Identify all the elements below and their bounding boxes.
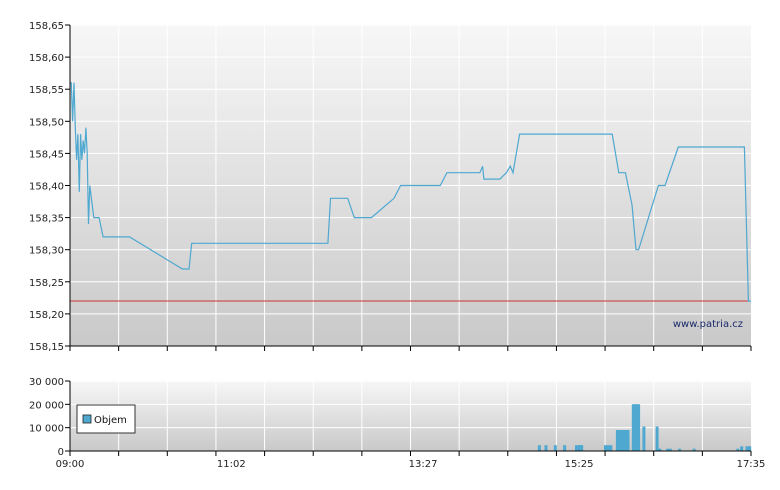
volume-bar — [666, 448, 670, 451]
x-tick-label: 09:00 — [56, 459, 85, 470]
price-y-tick-label: 158,25 — [29, 278, 64, 289]
price-y-tick-label: 158,30 — [29, 246, 64, 257]
volume-bar — [621, 430, 625, 451]
volume-bar — [575, 445, 578, 451]
volume-y-tick-label: 20 000 — [29, 400, 64, 411]
volume-bar — [563, 445, 567, 451]
volume-bar — [553, 445, 557, 451]
price-x-ticks — [69, 346, 752, 351]
volume-bar — [736, 448, 740, 451]
price-y-tick-label: 158,55 — [29, 85, 64, 96]
x-tick-label: 17:35 — [737, 459, 766, 470]
volume-y-tick-label: 30 000 — [29, 377, 64, 388]
volume-bar — [637, 404, 641, 451]
credit-text: www.patria.cz — [673, 319, 743, 330]
volume-bar — [615, 430, 619, 451]
volume-bar — [604, 445, 607, 451]
price-y-tick-label: 158,40 — [29, 182, 64, 193]
volume-bar — [642, 426, 646, 451]
volume-bar — [678, 448, 682, 451]
volume-bar — [626, 430, 630, 451]
price-y-tick-label: 158,50 — [29, 117, 64, 128]
volume-bar — [609, 445, 613, 451]
volume-y-tick-label: 10 000 — [29, 424, 64, 435]
volume-legend: Objem — [76, 404, 136, 434]
x-tick-label: 15:25 — [565, 459, 594, 470]
price-y-tick-label: 158,65 — [29, 21, 64, 32]
volume-y-ticks: 0 10 000 20 000 30 000 — [29, 377, 70, 458]
x-tick-label: 13:27 — [409, 459, 438, 470]
price-y-tick-label: 158,35 — [29, 214, 64, 225]
volume-bar — [537, 445, 541, 451]
volume-x-ticks: 09:00 11:02 13:27 15:25 17:35 — [56, 451, 766, 470]
price-grid — [70, 24, 751, 346]
volume-bar — [606, 445, 610, 451]
volume-bar — [655, 426, 659, 451]
legend-label: Objem — [94, 415, 127, 426]
volume-bar — [544, 445, 548, 451]
volume-bar — [740, 446, 744, 451]
volume-bar — [618, 430, 622, 451]
volume-bar — [580, 445, 584, 451]
legend-swatch — [82, 414, 92, 424]
price-series-line — [70, 82, 751, 302]
x-tick-label: 11:02 — [217, 459, 246, 470]
volume-bar — [658, 448, 662, 451]
price-y-tick-label: 158,15 — [29, 342, 64, 353]
price-y-tick-label: 158,60 — [29, 53, 64, 64]
volume-bar — [745, 446, 749, 451]
volume-bar — [692, 448, 696, 451]
price-y-tick-label: 158,45 — [29, 149, 64, 160]
volume-bar — [623, 430, 627, 451]
price-panel: 158,15 158,20 158,25 158,30 158,35 158,40 158,… — [29, 21, 752, 353]
volume-y-tick-label: 0 — [58, 447, 64, 458]
price-y-ticks: 158,15 158,20 158,25 158,30 158,35 158,40 158,… — [29, 21, 70, 353]
volume-bar — [748, 446, 752, 451]
volume-bar — [668, 448, 672, 451]
volume-panel: 0 10 000 20 000 30 000 09:00 11:02 13:27 15:25… — [29, 377, 765, 470]
price-y-tick-label: 158,20 — [29, 310, 64, 321]
volume-bars — [537, 404, 752, 451]
